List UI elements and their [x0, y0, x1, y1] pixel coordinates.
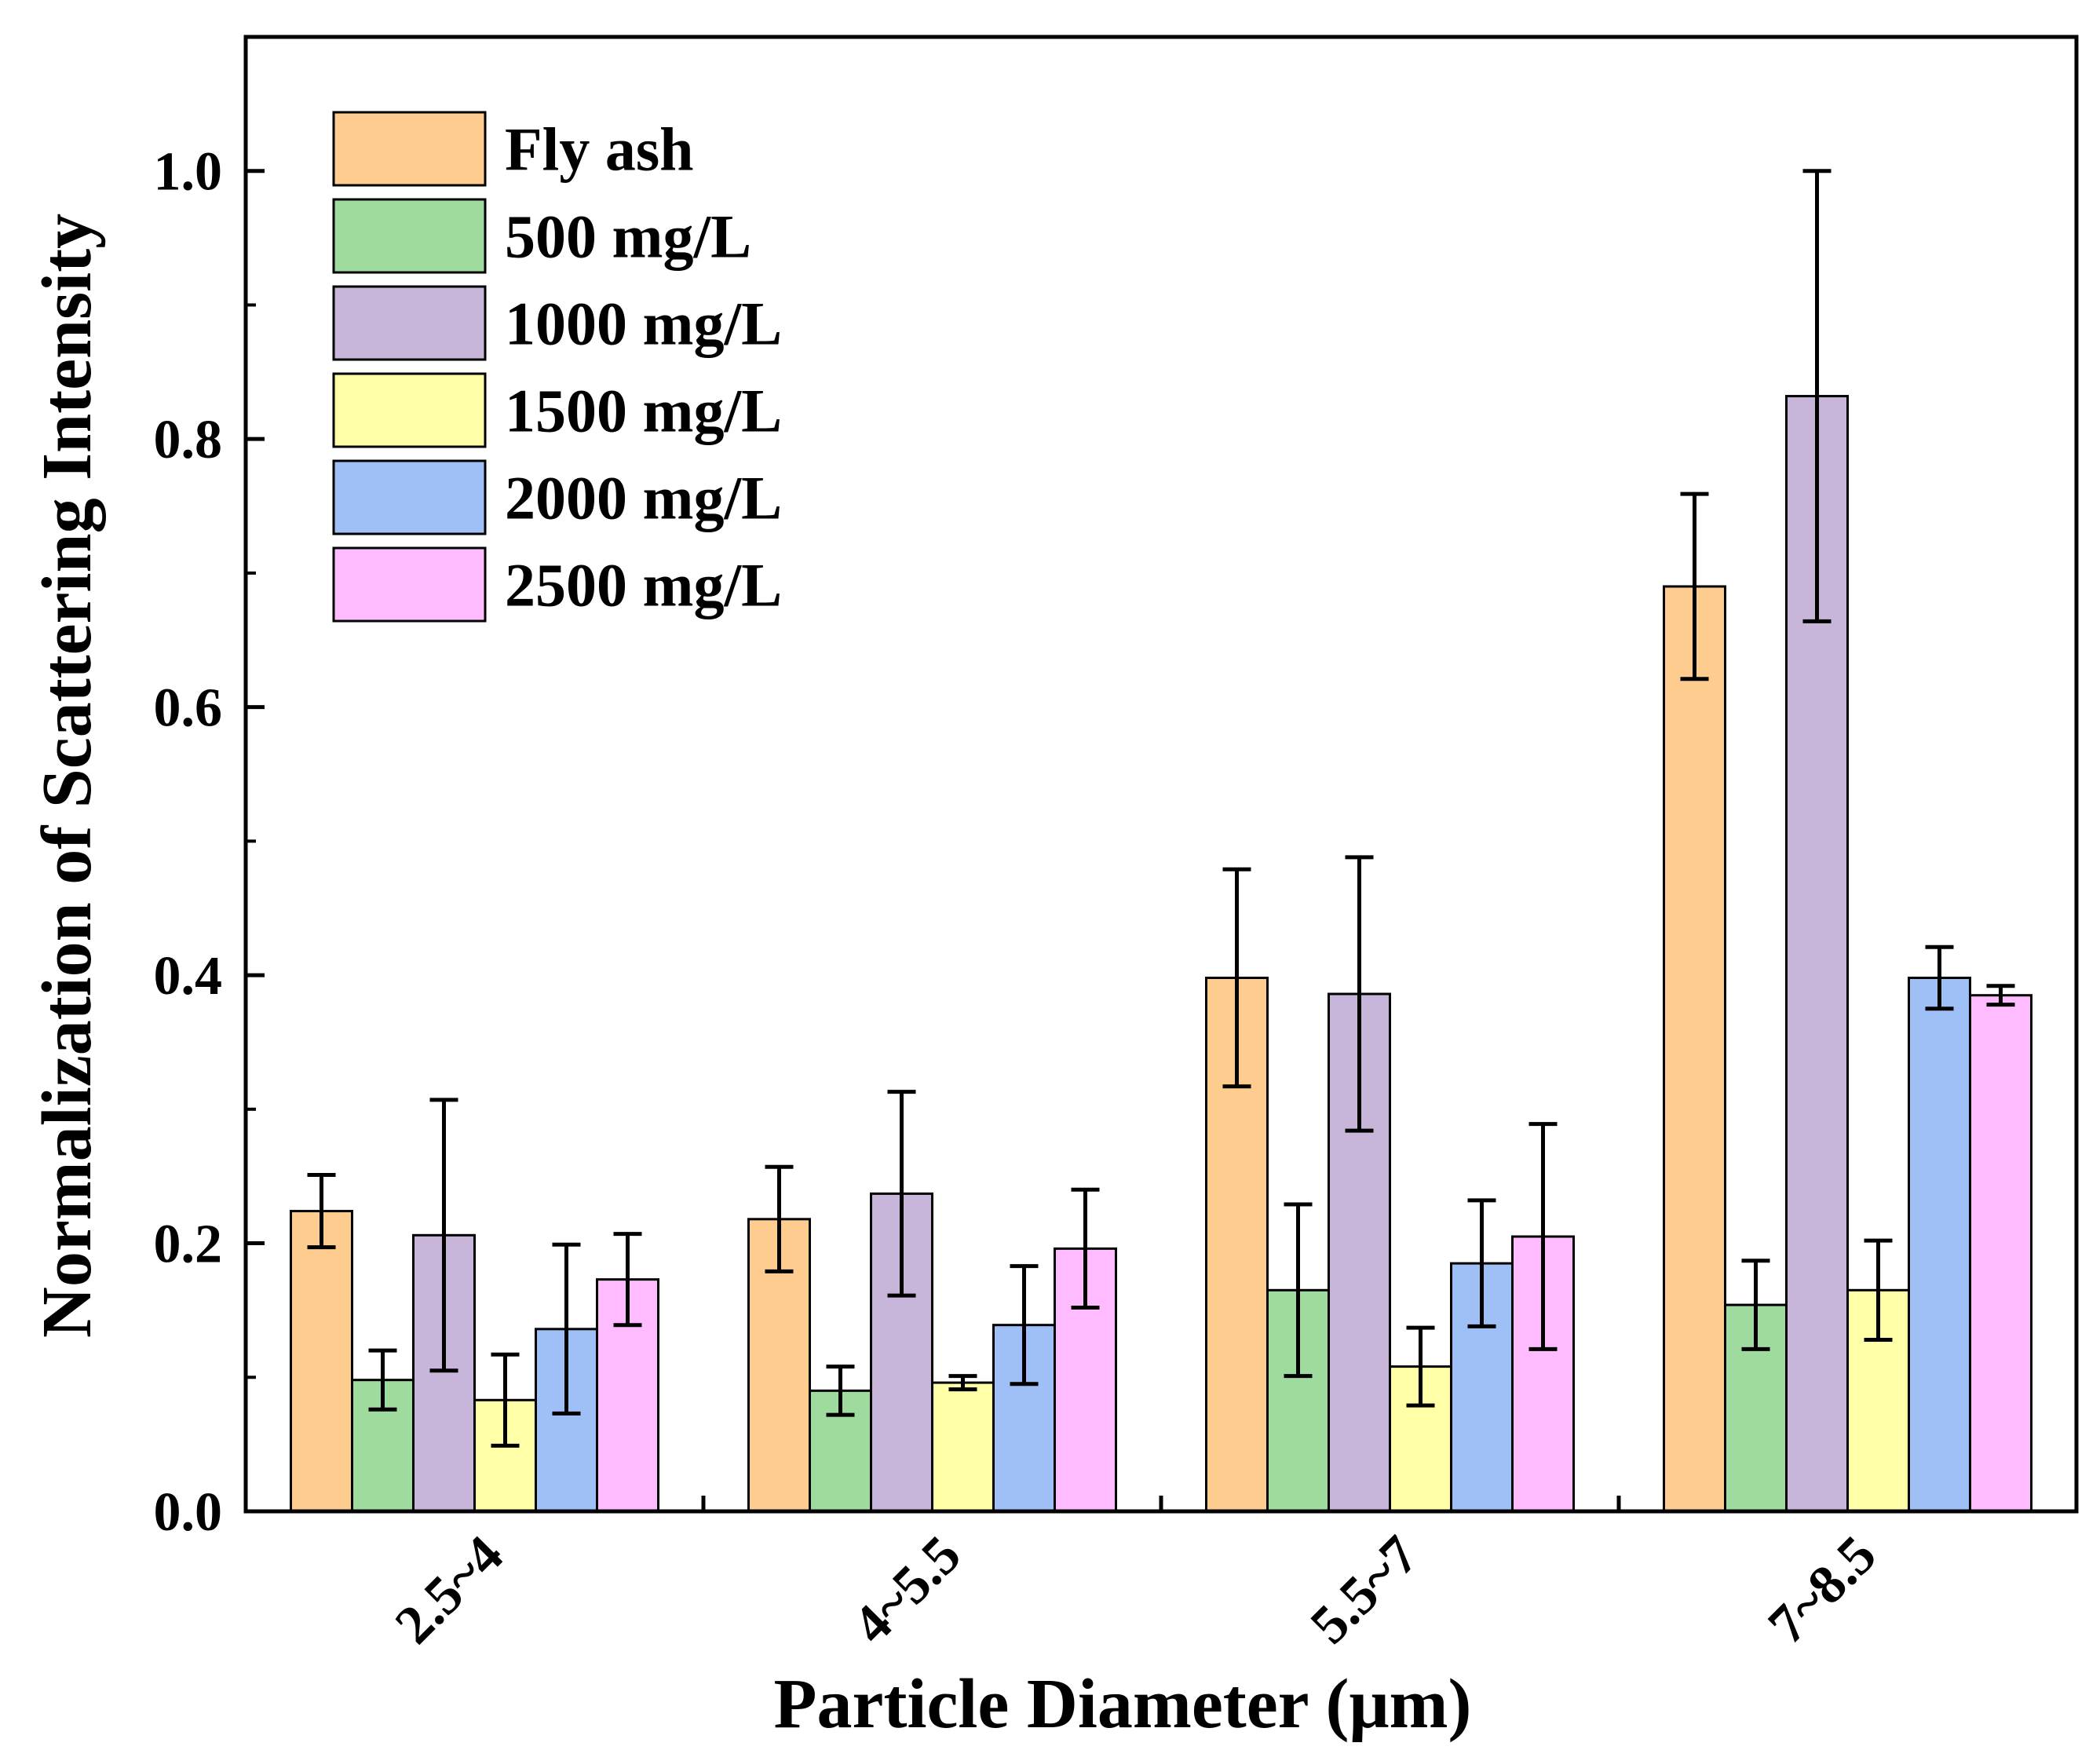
legend-swatch-5 — [332, 546, 487, 623]
bar-3-1 — [931, 1381, 995, 1513]
error-bars-layer — [307, 169, 2015, 1448]
y-tick-label-3: 0.6 — [154, 678, 223, 739]
bar-0-3 — [1663, 585, 1726, 1513]
y-tick-label-2: 0.4 — [154, 946, 223, 1007]
legend-label-5: 2500 mg/L — [505, 551, 782, 619]
x-tick-label-0: 2.5~4 — [384, 1525, 515, 1656]
legend-swatch-1 — [332, 198, 487, 274]
legend-swatch-4 — [332, 459, 487, 535]
bar-4-0 — [535, 1328, 598, 1513]
y-tick-label-0: 0.0 — [154, 1482, 223, 1543]
legend-label-4: 2000 mg/L — [505, 464, 782, 532]
x-tick-label-1: 4~5.5 — [842, 1525, 973, 1656]
legend-swatch-2 — [332, 285, 487, 361]
y-tick-label-4: 0.8 — [154, 410, 223, 470]
x-tick-label-2: 5.5~7 — [1299, 1525, 1430, 1656]
x-axis-title: Particle Diameter (μm) — [774, 1665, 1472, 1743]
x-ticks-layer: 2.5~4 4~5.5 5.5~7 7~8.5 — [384, 1496, 1888, 1656]
y-axis-title: Normalization of Scattering Intensity — [28, 214, 106, 1338]
legend-swatch-0 — [332, 111, 487, 187]
legend-label-3: 1500 mg/L — [505, 377, 782, 445]
legend-label-2: 1000 mg/L — [505, 290, 782, 358]
y-tick-label-5: 1.0 — [154, 142, 223, 203]
bar-0-0 — [290, 1210, 353, 1513]
x-tick-label-3: 7~8.5 — [1757, 1525, 1888, 1656]
y-tick-label-1: 0.2 — [154, 1215, 223, 1275]
legend: Fly ash 500 mg/L 1000 mg/L 1500 mg/L 2000 mg… — [332, 111, 782, 623]
legend-label-0: Fly ash — [505, 115, 694, 184]
y-ticks-layer: 0.0 0.2 0.4 0.6 0.8 1.0 — [154, 35, 265, 1543]
bar-5-3 — [1969, 994, 2032, 1513]
legend-label-1: 500 mg/L — [505, 203, 751, 271]
legend-swatch-3 — [332, 372, 487, 448]
bar-4-3 — [1908, 977, 1971, 1513]
